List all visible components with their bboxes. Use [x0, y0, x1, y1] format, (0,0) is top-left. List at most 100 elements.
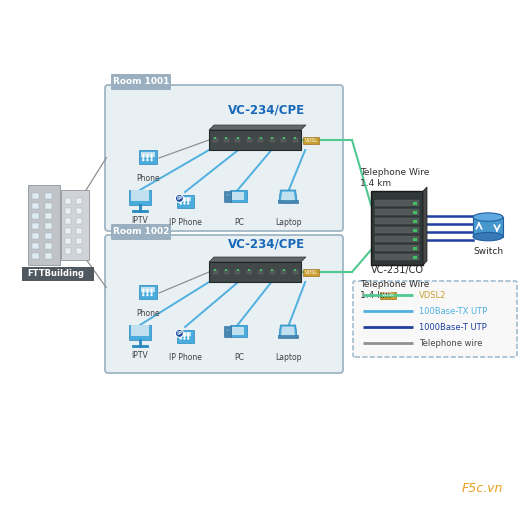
Bar	[247, 138, 252, 142]
Bar	[61, 190, 89, 260]
Circle shape	[183, 335, 186, 337]
Bar	[413, 247, 417, 250]
Bar	[375, 227, 419, 233]
Bar	[32, 233, 39, 239]
Circle shape	[146, 291, 148, 294]
Bar	[45, 213, 52, 219]
Bar	[209, 130, 301, 150]
Text: IP: IP	[176, 331, 182, 336]
Text: Phone: Phone	[136, 174, 160, 183]
Text: Telephone Wire
1.4 km: Telephone Wire 1.4 km	[360, 280, 429, 300]
Polygon shape	[279, 190, 297, 201]
Bar	[22, 267, 94, 281]
Bar	[224, 138, 229, 142]
Bar	[76, 218, 82, 224]
Circle shape	[142, 294, 145, 296]
Bar	[375, 218, 419, 224]
Circle shape	[183, 333, 186, 335]
Bar	[293, 138, 297, 142]
Text: IP: IP	[176, 196, 182, 201]
Bar	[282, 137, 285, 139]
Ellipse shape	[473, 232, 503, 241]
Text: 1000Base-T UTP: 1000Base-T UTP	[419, 323, 487, 332]
Text: IPTV: IPTV	[131, 216, 148, 225]
Bar	[235, 138, 241, 142]
Circle shape	[151, 159, 153, 161]
Bar	[235, 270, 241, 274]
Bar	[176, 330, 193, 342]
Bar	[413, 238, 417, 241]
Polygon shape	[209, 125, 306, 130]
Polygon shape	[281, 192, 295, 200]
Circle shape	[180, 200, 182, 202]
Bar	[32, 213, 39, 219]
FancyBboxPatch shape	[353, 281, 517, 357]
Bar	[473, 217, 503, 237]
Circle shape	[146, 154, 148, 156]
Text: VC-231/CO: VC-231/CO	[370, 265, 423, 275]
Circle shape	[151, 156, 153, 158]
FancyBboxPatch shape	[111, 74, 171, 90]
Bar	[294, 269, 296, 270]
Circle shape	[151, 294, 153, 296]
Text: VDSL: VDSL	[382, 293, 394, 298]
Bar	[371, 191, 423, 265]
Text: VDSL: VDSL	[305, 138, 317, 143]
Text: Laptop: Laptop	[275, 353, 301, 362]
Text: VDSL: VDSL	[305, 270, 317, 274]
Text: F5c.vn: F5c.vn	[462, 482, 503, 495]
Bar	[229, 190, 246, 202]
Bar	[375, 254, 419, 260]
Bar	[179, 197, 191, 201]
Bar	[380, 292, 396, 299]
Bar	[209, 262, 301, 282]
Bar	[32, 203, 39, 209]
Bar	[32, 253, 39, 259]
FancyBboxPatch shape	[105, 235, 343, 373]
Circle shape	[183, 202, 186, 205]
Bar	[65, 208, 71, 214]
Bar	[225, 137, 227, 139]
Circle shape	[142, 156, 145, 158]
Circle shape	[142, 291, 145, 294]
Bar	[65, 248, 71, 254]
Bar	[303, 269, 319, 275]
Bar	[76, 248, 82, 254]
Bar	[375, 236, 419, 242]
Bar	[45, 243, 52, 249]
Circle shape	[187, 337, 189, 340]
Bar	[28, 185, 60, 265]
Bar	[232, 327, 244, 335]
Bar	[271, 137, 273, 139]
Bar	[375, 209, 419, 215]
Text: Room 1002: Room 1002	[113, 228, 169, 237]
Circle shape	[187, 198, 189, 200]
Bar	[260, 269, 262, 270]
Circle shape	[187, 202, 189, 205]
Circle shape	[180, 335, 182, 337]
Text: VDSL2: VDSL2	[419, 291, 446, 300]
Text: IPTV: IPTV	[131, 351, 148, 360]
Circle shape	[175, 195, 183, 202]
Bar	[139, 150, 157, 164]
Text: Telephone Wire
1.4 km: Telephone Wire 1.4 km	[360, 168, 429, 187]
Bar	[179, 332, 191, 336]
Bar	[232, 192, 244, 201]
Bar	[229, 325, 246, 337]
Bar	[176, 195, 193, 207]
Bar	[76, 198, 82, 204]
Bar	[237, 137, 239, 139]
Bar	[32, 243, 39, 249]
Circle shape	[151, 289, 153, 291]
Bar	[142, 287, 155, 292]
Bar	[76, 238, 82, 244]
Bar	[225, 194, 228, 196]
Circle shape	[151, 154, 153, 156]
Bar	[65, 218, 71, 224]
Text: Laptop: Laptop	[275, 218, 301, 227]
Circle shape	[142, 154, 145, 156]
Polygon shape	[209, 257, 306, 262]
Circle shape	[187, 200, 189, 202]
Bar	[45, 233, 52, 239]
Circle shape	[142, 289, 145, 291]
